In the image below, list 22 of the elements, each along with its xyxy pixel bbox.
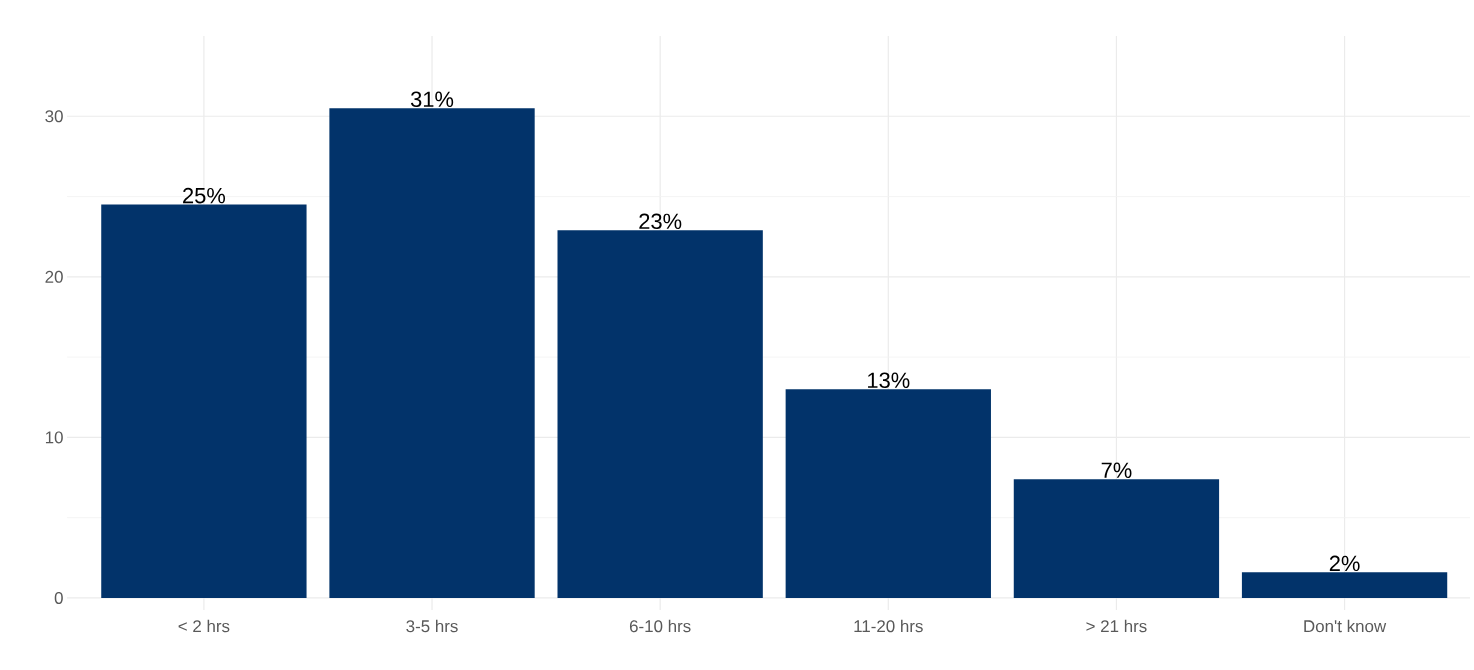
data-label: 25% [183, 187, 226, 204]
x-tick-label: Don't know [1304, 619, 1387, 633]
bar [785, 389, 991, 598]
x-tick-label: < 2 hrs [178, 619, 230, 633]
y-tick-label: 0 [54, 591, 63, 604]
data-label: 23% [639, 213, 682, 230]
y-tick-label: 10 [45, 431, 63, 444]
data-label: 2% [1329, 555, 1360, 572]
bar [557, 230, 763, 598]
x-tick-label: 11-20 hrs [854, 619, 923, 633]
data-label: 13% [868, 372, 910, 389]
x-tick-label: > 21 hrs [1086, 619, 1147, 633]
data-label: 7% [1101, 462, 1132, 478]
bar [1013, 479, 1220, 598]
bar [1241, 572, 1448, 598]
y-tick-label: 20 [45, 270, 63, 283]
bar [101, 204, 307, 598]
data-label: 31% [410, 91, 454, 108]
x-tick-label: 3-5 hrs [406, 619, 458, 633]
bar [329, 108, 535, 598]
x-tick-label: 6-10 hrs [629, 619, 691, 633]
y-tick-label: 30 [45, 110, 63, 123]
